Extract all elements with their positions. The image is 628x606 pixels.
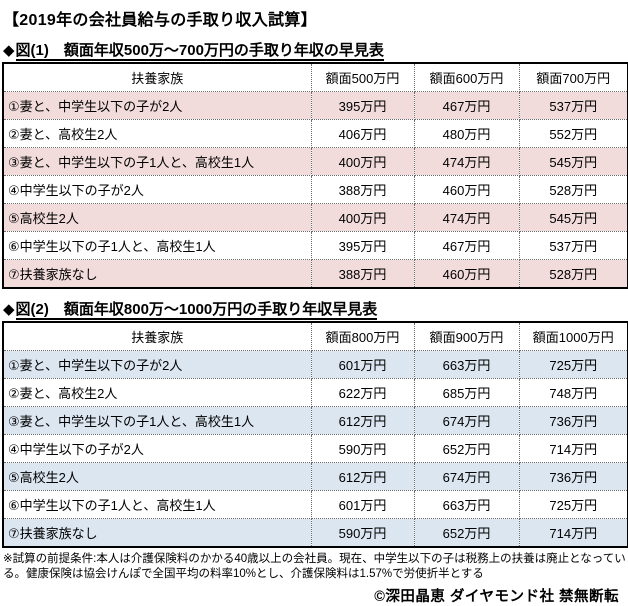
- net-income-value: 467万円: [413, 91, 520, 120]
- net-income-value: 388万円: [310, 259, 415, 289]
- net-income-value: 395万円: [310, 231, 415, 260]
- col-header-dependents: 扶養家族: [2, 321, 312, 351]
- net-income-value: 474万円: [413, 147, 520, 176]
- table-row: ⑤高校生2人 612万円 674万円 736万円: [2, 462, 628, 491]
- net-income-value: 736万円: [518, 462, 628, 491]
- net-income-value: 528万円: [518, 175, 628, 204]
- table-header-row: 扶養家族 額面500万円 額面600万円 額面700万円: [2, 62, 628, 92]
- net-income-value: 590万円: [310, 518, 415, 548]
- figure2-heading: ◆図(2) 額面年収800万～1000万円の手取り年収早見表: [3, 298, 627, 320]
- row-label: ①妻と、中学生以下の子が2人: [2, 350, 312, 379]
- col-header-gross-income: 額面1000万円: [518, 321, 628, 351]
- net-income-value: 460万円: [413, 259, 520, 289]
- net-income-value: 748万円: [518, 378, 628, 407]
- net-income-value: 537万円: [518, 91, 628, 120]
- net-income-value: 400万円: [310, 203, 415, 232]
- table-row: ⑥中学生以下の子1人と、高校生1人 601万円 663万円 725万円: [2, 490, 628, 519]
- figure1-heading-text: 図(1) 額面年収500万～700万円の手取り年収の早見表: [15, 42, 384, 61]
- col-header-dependents: 扶養家族: [2, 62, 312, 92]
- row-label: ⑤高校生2人: [2, 203, 312, 232]
- row-label: ⑦扶養家族なし: [2, 518, 312, 548]
- net-income-value: 736万円: [518, 406, 628, 435]
- table-row: ①妻と、中学生以下の子が2人 395万円 467万円 537万円: [2, 91, 628, 120]
- figure1-bullet-icon: ◆: [3, 42, 15, 59]
- net-income-value: 590万円: [310, 434, 415, 463]
- row-label: ③妻と、中学生以下の子1人と、高校生1人: [2, 406, 312, 435]
- row-label: ④中学生以下の子が2人: [2, 434, 312, 463]
- page-title: 【2019年の会社員給与の手取り収入試算】: [3, 12, 317, 29]
- table-row: ③妻と、中学生以下の子1人と、高校生1人 612万円 674万円 736万円: [2, 406, 628, 435]
- net-income-value: 552万円: [518, 119, 628, 148]
- net-income-value: 480万円: [413, 119, 520, 148]
- net-income-value: 601万円: [310, 350, 415, 379]
- row-label: ③妻と、中学生以下の子1人と、高校生1人: [2, 147, 312, 176]
- row-label: ⑦扶養家族なし: [2, 259, 312, 289]
- net-income-value: 467万円: [413, 231, 520, 260]
- table-500-700: 扶養家族 額面500万円 額面600万円 額面700万円 ①妻と、中学生以下の子が2人…: [2, 62, 628, 289]
- row-label: ④中学生以下の子が2人: [2, 175, 312, 204]
- net-income-value: 406万円: [310, 119, 415, 148]
- net-income-value: 395万円: [310, 91, 415, 120]
- net-income-value: 652万円: [413, 434, 520, 463]
- table-row: ⑤高校生2人 400万円 474万円 545万円: [2, 203, 628, 232]
- net-income-value: 663万円: [413, 490, 520, 519]
- net-income-value: 622万円: [310, 378, 415, 407]
- net-income-value: 528万円: [518, 259, 628, 289]
- net-income-value: 388万円: [310, 175, 415, 204]
- net-income-value: 400万円: [310, 147, 415, 176]
- net-income-value: 474万円: [413, 203, 520, 232]
- footnote: ※試算の前提条件:本人は介護保険料のかかる40歳以上の会社員。現在、中学生以下の…: [3, 553, 626, 580]
- net-income-value: 601万円: [310, 490, 415, 519]
- col-header-gross-income: 額面800万円: [310, 321, 415, 351]
- table-row: ⑥中学生以下の子1人と、高校生1人 395万円 467万円 537万円: [2, 231, 628, 260]
- copyright: ©深田晶恵 ダイヤモンド社 禁無断転: [374, 589, 619, 605]
- table-header-row: 扶養家族 額面800万円 額面900万円 額面1000万円: [2, 321, 628, 351]
- net-income-value: 725万円: [518, 350, 628, 379]
- table-row: ⑦扶養家族なし 590万円 652万円 714万円: [2, 518, 628, 548]
- row-label: ①妻と、中学生以下の子が2人: [2, 91, 312, 120]
- table-row: ④中学生以下の子が2人 590万円 652万円 714万円: [2, 434, 628, 463]
- net-income-value: 714万円: [518, 518, 628, 548]
- col-header-gross-income: 額面900万円: [413, 321, 520, 351]
- row-label: ②妻と、高校生2人: [2, 119, 312, 148]
- net-income-value: 537万円: [518, 231, 628, 260]
- row-label: ⑥中学生以下の子1人と、高校生1人: [2, 490, 312, 519]
- figure2-bullet-icon: ◆: [3, 301, 15, 318]
- net-income-value: 685万円: [413, 378, 520, 407]
- row-label: ⑤高校生2人: [2, 462, 312, 491]
- table-row: ③妻と、中学生以下の子1人と、高校生1人 400万円 474万円 545万円: [2, 147, 628, 176]
- net-income-value: 652万円: [413, 518, 520, 548]
- table-row: ⑦扶養家族なし 388万円 460万円 528万円: [2, 259, 628, 289]
- col-header-gross-income: 額面700万円: [518, 62, 628, 92]
- net-income-value: 674万円: [413, 406, 520, 435]
- net-income-value: 612万円: [310, 406, 415, 435]
- table-row: ②妻と、高校生2人 622万円 685万円 748万円: [2, 378, 628, 407]
- figure1-heading: ◆図(1) 額面年収500万～700万円の手取り年収の早見表: [3, 39, 627, 61]
- row-label: ②妻と、高校生2人: [2, 378, 312, 407]
- table-row: ②妻と、高校生2人 406万円 480万円 552万円: [2, 119, 628, 148]
- net-income-value: 460万円: [413, 175, 520, 204]
- row-label: ⑥中学生以下の子1人と、高校生1人: [2, 231, 312, 260]
- net-income-value: 545万円: [518, 147, 628, 176]
- net-income-value: 674万円: [413, 462, 520, 491]
- col-header-gross-income: 額面600万円: [413, 62, 520, 92]
- col-header-gross-income: 額面500万円: [310, 62, 415, 92]
- net-income-value: 612万円: [310, 462, 415, 491]
- net-income-value: 714万円: [518, 434, 628, 463]
- table-800-1000: 扶養家族 額面800万円 額面900万円 額面1000万円 ①妻と、中学生以下の子が2…: [2, 321, 628, 548]
- table-row: ①妻と、中学生以下の子が2人 601万円 663万円 725万円: [2, 350, 628, 379]
- net-income-value: 663万円: [413, 350, 520, 379]
- net-income-value: 725万円: [518, 490, 628, 519]
- table-row: ④中学生以下の子が2人 388万円 460万円 528万円: [2, 175, 628, 204]
- figure2-heading-text: 図(2) 額面年収800万～1000万円の手取り年収早見表: [15, 301, 378, 320]
- net-income-value: 545万円: [518, 203, 628, 232]
